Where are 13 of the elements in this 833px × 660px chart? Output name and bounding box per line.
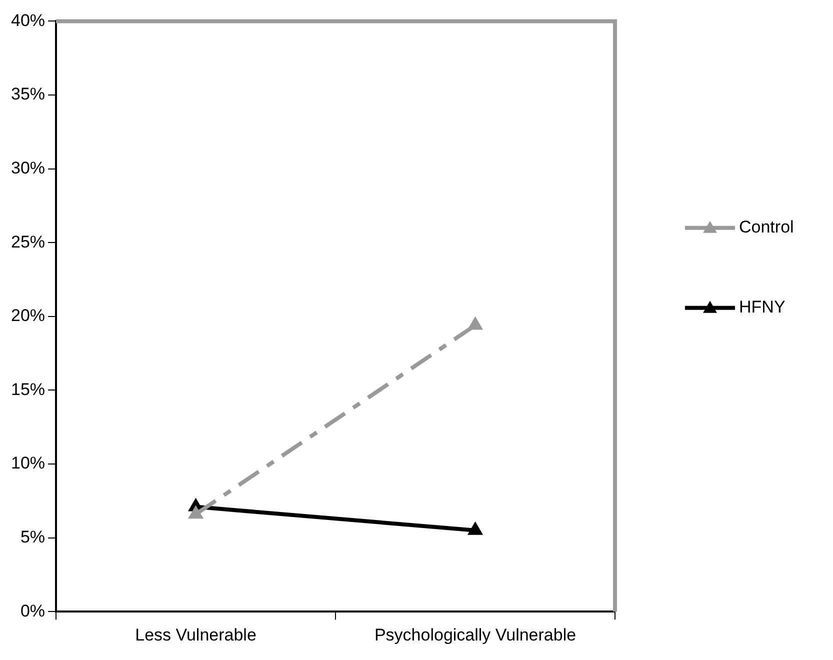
y-tick-label: 0% [20, 601, 46, 620]
y-tick-label: 10% [10, 454, 46, 473]
y-tick-label: 40% [10, 10, 46, 30]
y-tick-label: 15% [10, 380, 46, 399]
x-tick-label: Psychologically Vulnerable [374, 625, 576, 644]
y-tick-label: 20% [10, 306, 46, 326]
x-tick-label: Less Vulnerable [135, 625, 256, 644]
y-tick-label: 25% [10, 232, 46, 252]
legend-label: HFNY [739, 298, 786, 317]
y-tick-label: 35% [10, 84, 46, 104]
legend-label: Control [739, 218, 794, 237]
y-tick-label: 30% [10, 158, 46, 178]
y-tick-label: 5% [20, 527, 46, 546]
